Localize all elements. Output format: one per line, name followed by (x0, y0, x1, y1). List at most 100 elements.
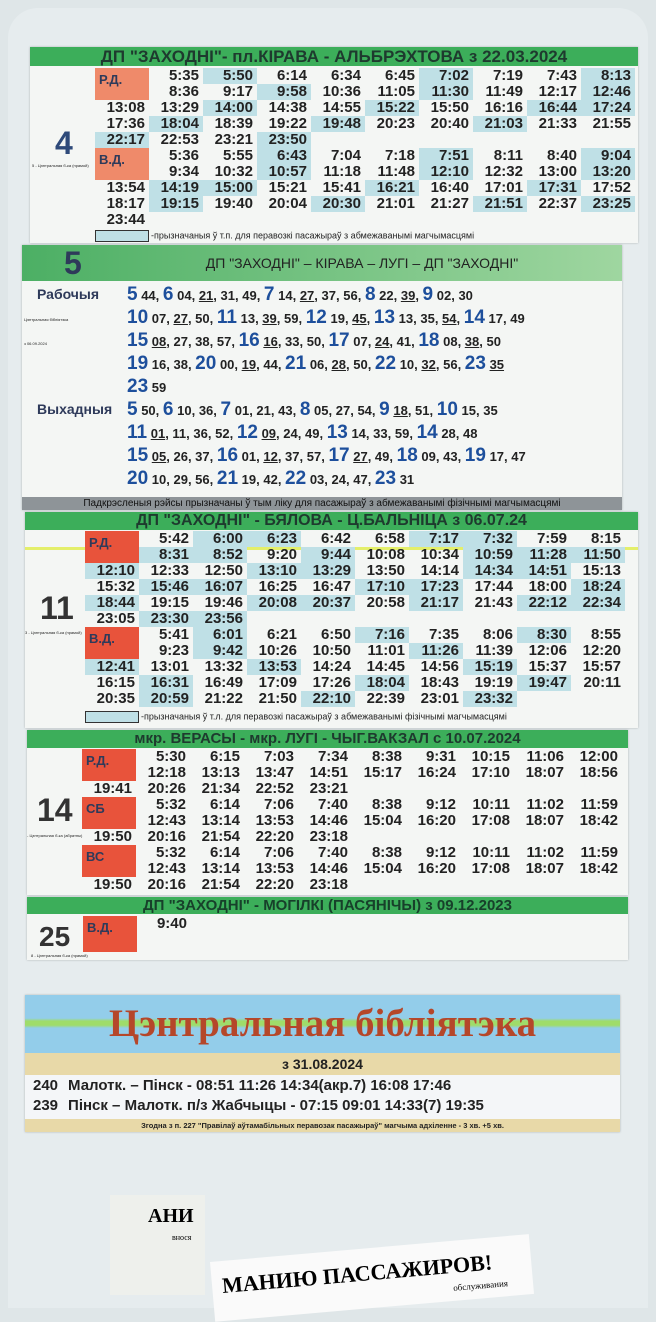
minute: 09 (421, 449, 436, 464)
departure-time: 15:57 (582, 658, 621, 675)
minute: 54 (442, 311, 457, 326)
departure-time: 18:56 (579, 764, 618, 781)
departure-time: 7:06 (263, 796, 294, 813)
departure-time: 19:19 (474, 674, 513, 691)
empty-cell (407, 916, 461, 934)
departure-time: 14:19 (149, 180, 203, 196)
departure-time: 18:07 (525, 764, 564, 781)
departure-time: 8:38 (371, 844, 402, 861)
departure-time: 19:15 (149, 196, 203, 212)
library-date: з 31.08.2024 (25, 1053, 620, 1075)
departure-time: 12:50 (204, 562, 243, 579)
minute: 01 (241, 449, 257, 464)
departure-time: 6:14 (209, 844, 240, 861)
departure-time: 12:10 (419, 164, 473, 180)
departure-time: 23:56 (193, 611, 247, 627)
departure-time: 23:25 (581, 196, 635, 212)
notice-fragment-left: АНИ внося (110, 1195, 205, 1295)
departure-time: 17:01 (484, 179, 523, 196)
departure-time: 20:30 (311, 196, 365, 212)
departure-time: 7:51 (419, 148, 473, 164)
minute: 56 (343, 288, 358, 303)
departure-time: 9:04 (581, 148, 635, 164)
departure-time: 12:00 (579, 748, 618, 765)
departure-time: 14:46 (309, 860, 348, 877)
minute: 57 (216, 334, 232, 349)
hour: 19 (464, 445, 486, 466)
departure-time: 15:32 (96, 578, 135, 595)
route-14-number: 14 (37, 792, 73, 828)
departure-time: 20:26 (147, 780, 186, 797)
minute: 17 (488, 311, 503, 326)
route-25-timetable: ДП "ЗАХОДНІ" - МОГІЛКІ (ПАСЯНІЧЫ) з 09.1… (27, 897, 628, 960)
departure-time: 15:50 (430, 99, 469, 116)
day-group-label: Выхадныя (37, 401, 113, 417)
departure-time: 20:04 (268, 195, 307, 212)
empty-cell (191, 916, 245, 934)
departure-time: 16:40 (430, 179, 469, 196)
minute: 27 (299, 288, 315, 303)
departure-time: 5:32 (155, 844, 186, 861)
departure-time: 7:16 (355, 627, 409, 643)
minute: 21 (198, 288, 214, 303)
empty-cell (203, 212, 257, 228)
departure-time: 12:41 (85, 659, 139, 675)
departure-time: 18:44 (85, 595, 139, 611)
departure-time: 19:41 (93, 780, 132, 797)
hour: 6 (162, 284, 174, 305)
notice-heading: МАНИЮ ПАССАЖИРОВ! (221, 1249, 494, 1298)
hour: 16 (238, 330, 260, 351)
departure-time: 9:17 (222, 83, 253, 100)
departure-time: 21:54 (201, 828, 240, 845)
departure-time: 13:32 (204, 658, 243, 675)
minute: 49 (304, 426, 320, 441)
departure-time: 11:02 (526, 796, 564, 813)
departure-time: 15:22 (365, 100, 419, 116)
departure-time: 21:50 (258, 690, 297, 707)
empty-cell (571, 611, 625, 627)
departure-time: 9:12 (425, 844, 456, 861)
route-11-grid: Р.Д. 5:42 6:00 6:23 6:42 6:58 7:17 7:32 7:59 8:15… (85, 531, 625, 707)
departure-time: 11:48 (377, 163, 415, 180)
minute: 07 (151, 311, 167, 326)
day-type-label: Р.Д. (95, 68, 149, 100)
minute: 29 (173, 472, 188, 487)
hour: 11 (216, 307, 237, 328)
day-type-label: Р.Д. (85, 531, 139, 563)
minute: 09 (261, 426, 277, 441)
minute: 14 (351, 426, 366, 441)
departure-time: 10:15 (471, 748, 510, 765)
empty-cell (517, 611, 571, 627)
departure-time: 23:50 (257, 132, 311, 148)
minute: 39 (400, 288, 416, 303)
departure-time: 21:22 (204, 690, 243, 707)
minute: 19 (241, 472, 257, 487)
departure-time: 9:44 (301, 547, 355, 563)
departure-time: 13:53 (255, 812, 294, 829)
minute: 56 (443, 357, 458, 372)
hour: 7 (263, 284, 275, 305)
empty-cell (409, 611, 463, 627)
bus-route-line: 239 Пінск – Малотк. п/з Жабчыцы - 07:15 0… (33, 1096, 612, 1116)
legend-text: -прызначаныя ў т.л. для перавозкі пасажы… (141, 711, 507, 722)
hour: 14 (463, 307, 485, 328)
departure-time: 7:19 (492, 67, 523, 84)
minute: 38 (464, 334, 480, 349)
departure-time: 19:40 (214, 195, 253, 212)
minute: 35 (483, 403, 498, 418)
departure-time: 21:17 (409, 595, 463, 611)
minute: 49 (374, 449, 390, 464)
departure-time: 15:37 (528, 658, 567, 675)
departure-time: 17:26 (312, 674, 351, 691)
departure-time: 16:15 (96, 674, 135, 691)
minute: 39 (262, 311, 277, 326)
departure-time: 17:52 (592, 179, 631, 196)
minute: 05 (314, 403, 329, 418)
hour: 6 (162, 399, 174, 420)
empty-cell (581, 212, 635, 228)
departure-line: 10 07, 27, 50, 11 13, 39, 59, 12 19, 45,… (127, 307, 525, 328)
departure-time: 8:55 (590, 626, 621, 643)
departure-time: 18:17 (106, 195, 145, 212)
departure-time: 22:34 (571, 595, 625, 611)
departure-time: 20:23 (376, 115, 415, 132)
